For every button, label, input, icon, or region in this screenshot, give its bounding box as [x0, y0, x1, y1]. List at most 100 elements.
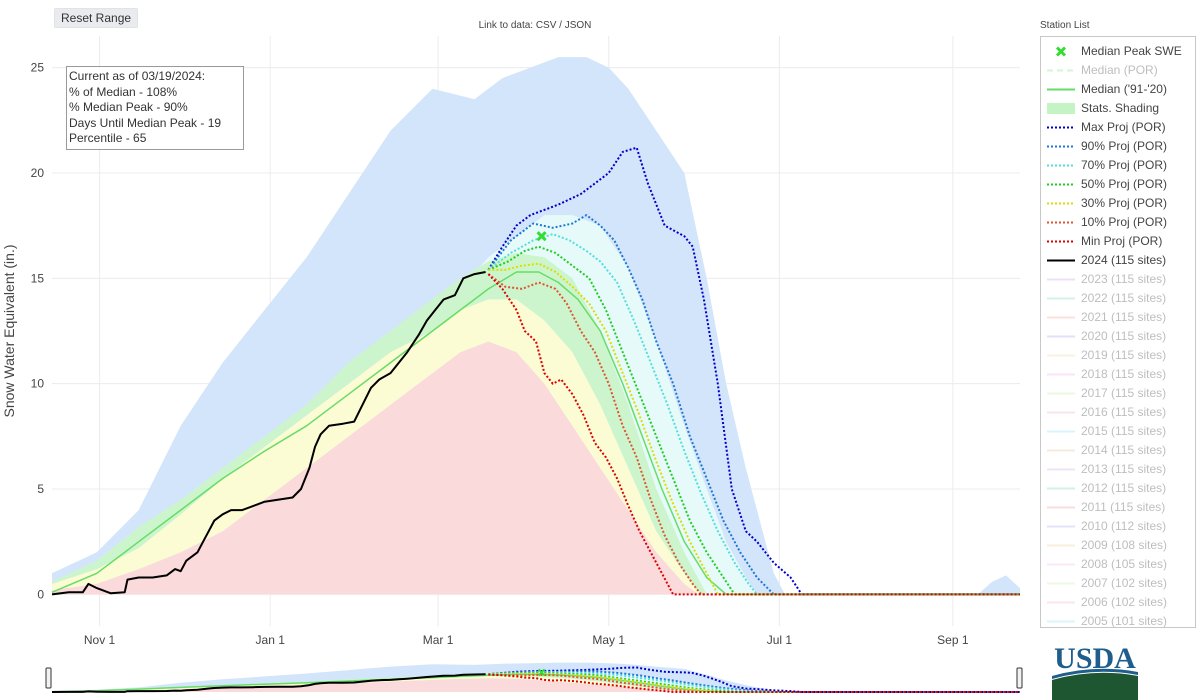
legend-swatch	[1047, 103, 1075, 114]
y-tick-label: 20	[31, 166, 45, 180]
legend-item[interactable]: Median ('91-'20)	[1041, 80, 1195, 99]
legend-label: 2019 (115 sites)	[1081, 348, 1167, 362]
legend-label: 70% Proj (POR)	[1081, 158, 1168, 172]
series-line	[487, 214, 1020, 596]
series-line	[488, 245, 1020, 596]
legend-item[interactable]: 90% Proj (POR)	[1041, 137, 1195, 156]
info-line-date: Current as of 03/19/2024:	[69, 69, 206, 83]
slider-series-line	[488, 673, 1020, 693]
legend-item[interactable]: Median Peak SWE	[1041, 42, 1195, 61]
legend-swatch	[1047, 487, 1075, 490]
legend-swatch	[1047, 620, 1075, 623]
legend-swatch	[1047, 297, 1075, 300]
legend-label: 2020 (115 sites)	[1081, 329, 1167, 343]
slider-handle-right	[1016, 667, 1023, 689]
y-tick-label: 5	[37, 482, 44, 496]
legend-label: 2024 (115 sites)	[1081, 253, 1167, 267]
legend-item[interactable]: 2014 (115 sites)	[1041, 441, 1195, 460]
legend-label: 2021 (115 sites)	[1081, 310, 1167, 324]
legend-item[interactable]: 2010 (112 sites)	[1041, 517, 1195, 536]
legend-item[interactable]: 70% Proj (POR)	[1041, 156, 1195, 175]
legend-label: Max Proj (POR)	[1081, 120, 1166, 134]
legend-swatch	[1047, 126, 1075, 129]
slider-series-line	[488, 666, 1020, 693]
legend-label: Median (POR)	[1081, 63, 1158, 77]
legend-item[interactable]: 2007 (102 sites)	[1041, 574, 1195, 593]
legend-swatch	[1047, 468, 1075, 471]
station-legend: Median Peak SWE Median (POR) Median ('91-'…	[1040, 36, 1196, 628]
legend-swatch	[1047, 221, 1075, 224]
legend-item[interactable]: 2019 (115 sites)	[1041, 346, 1195, 365]
x-tick-label: Mar 1	[423, 633, 454, 647]
legend-label: 2005 (101 sites)	[1081, 614, 1168, 628]
legend-item[interactable]: 30% Proj (POR)	[1041, 194, 1195, 213]
legend-item[interactable]: Min Proj (POR)	[1041, 232, 1195, 251]
legend-item[interactable]: 2011 (115 sites)	[1041, 498, 1195, 517]
y-tick-label: 0	[37, 587, 44, 601]
legend-swatch	[1047, 449, 1075, 452]
legend-item[interactable]: 2017 (115 sites)	[1041, 384, 1195, 403]
info-line-days-until-peak: Days Until Median Peak - 19	[69, 115, 222, 130]
legend-item[interactable]: 50% Proj (POR)	[1041, 175, 1195, 194]
series-line	[51, 271, 486, 596]
median-peak-marker	[536, 231, 547, 242]
legend-label: Median ('91-'20)	[1081, 82, 1167, 96]
x-tick-label: Nov 1	[84, 633, 116, 647]
legend-swatch	[1047, 88, 1075, 91]
legend-item[interactable]: 2023 (115 sites)	[1041, 270, 1195, 289]
series-line	[487, 273, 1020, 596]
legend-item[interactable]: 2015 (115 sites)	[1041, 422, 1195, 441]
slider-band	[52, 678, 1020, 692]
legend-item[interactable]: 2020 (115 sites)	[1041, 327, 1195, 346]
legend-item[interactable]: Max Proj (POR)	[1041, 118, 1195, 137]
legend-item[interactable]: Stats. Shading	[1041, 99, 1195, 118]
legend-label: 2014 (115 sites)	[1081, 443, 1167, 457]
x-tick-label: Jan 1	[256, 633, 286, 647]
legend-item[interactable]: Median (POR)	[1041, 61, 1195, 80]
legend-item[interactable]: 2005 (101 sites)	[1041, 612, 1195, 628]
legend-item[interactable]: 2018 (115 sites)	[1041, 365, 1195, 384]
range-slider[interactable]	[45, 662, 1023, 693]
legend-swatch	[1047, 430, 1075, 433]
info-line-percentile: Percentile - 65	[69, 131, 147, 145]
legend-item[interactable]: 2013 (115 sites)	[1041, 460, 1195, 479]
legend-item[interactable]: 2024 (115 sites)	[1041, 251, 1195, 270]
data-link[interactable]: Link to data: CSV / JSON	[478, 20, 592, 31]
legend-label: Median Peak SWE	[1081, 44, 1182, 58]
legend-item[interactable]: 2021 (115 sites)	[1041, 308, 1195, 327]
legend-label: 2017 (115 sites)	[1081, 386, 1167, 400]
x-tick-label: Sep 1	[937, 633, 969, 647]
legend-item[interactable]: 2006 (102 sites)	[1041, 593, 1195, 612]
x-tick-label: May 1	[592, 633, 625, 647]
legend-label: Stats. Shading	[1081, 101, 1160, 115]
legend-label: 2016 (115 sites)	[1081, 405, 1167, 419]
slider-series-line	[51, 673, 486, 693]
legend-item[interactable]: 2008 (105 sites)	[1041, 555, 1195, 574]
series-line	[487, 146, 1020, 596]
legend-label: 50% Proj (POR)	[1081, 177, 1168, 191]
legend-item[interactable]: 10% Proj (POR)	[1041, 213, 1195, 232]
legend-swatch	[1047, 240, 1075, 243]
legend-label: 90% Proj (POR)	[1081, 139, 1168, 153]
y-axis-label: Snow Water Equivalent (in.)	[1, 245, 17, 418]
legend-label: 2015 (115 sites)	[1081, 424, 1167, 438]
chart-series	[51, 146, 1020, 596]
series-line	[51, 271, 1020, 596]
legend-swatch	[1047, 525, 1075, 528]
legend-label: 2018 (115 sites)	[1081, 367, 1167, 381]
series-line	[487, 233, 1020, 596]
legend-swatch	[1047, 278, 1075, 281]
legend-item[interactable]: 2012 (115 sites)	[1041, 479, 1195, 498]
legend-swatch	[1047, 335, 1075, 338]
legend-item[interactable]: 2009 (108 sites)	[1041, 536, 1195, 555]
reset-range-button[interactable]: Reset Range	[54, 8, 139, 28]
usda-logo: USDA	[1052, 642, 1138, 700]
legend-item[interactable]: 2016 (115 sites)	[1041, 403, 1195, 422]
legend-swatch	[1047, 145, 1075, 148]
legend-label: 2007 (102 sites)	[1081, 576, 1168, 590]
legend-swatch	[1047, 354, 1075, 357]
legend-item[interactable]: 2022 (115 sites)	[1041, 289, 1195, 308]
slider-series-line	[488, 673, 1020, 693]
y-tick-label: 15	[31, 271, 45, 285]
